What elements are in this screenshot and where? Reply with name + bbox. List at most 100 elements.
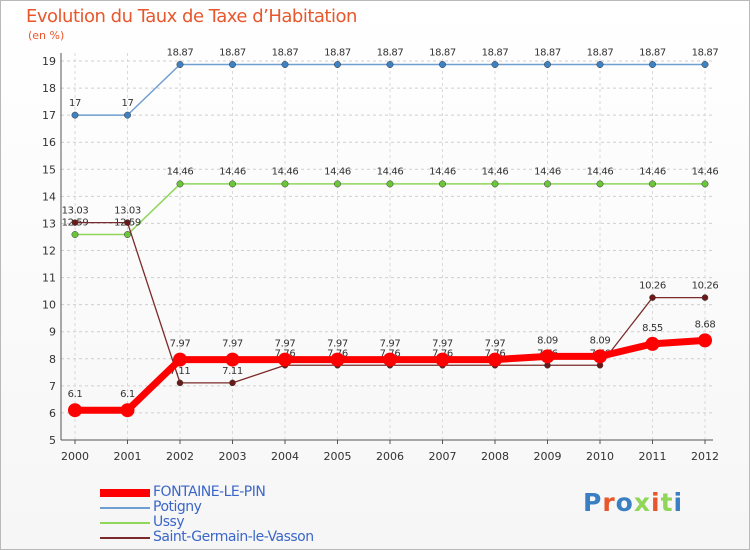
- y-tick-label: 16: [42, 136, 56, 149]
- chart-title: Evolution du Taux de Taxe d’Habitation: [26, 6, 357, 27]
- y-tick-label: 11: [42, 272, 56, 285]
- data-label-saint-germain-le-vasson: 10.26: [639, 281, 666, 292]
- data-label-saint-germain-le-vasson: 13.03: [62, 206, 89, 217]
- data-point-saint-germain-le-vasson: [701, 294, 709, 301]
- legend-swatch-saint-germain-le-vasson: [100, 537, 150, 539]
- data-label-fontaine-le-pin: 7.97: [222, 339, 243, 350]
- proxiti-logo: Proxiti: [583, 488, 683, 517]
- data-point-potigny: [386, 61, 394, 68]
- data-point-potigny: [544, 61, 551, 68]
- y-tick-label: 13: [42, 217, 56, 230]
- data-point-ussy: [544, 180, 551, 188]
- data-label-potigny: 18.87: [324, 47, 351, 58]
- data-label-fontaine-le-pin: 7.97: [432, 339, 453, 350]
- y-tick-label: 8: [49, 353, 56, 366]
- y-tick-label: 15: [42, 163, 56, 176]
- data-label-ussy: 14.46: [534, 167, 561, 178]
- x-tick-label: 2003: [219, 450, 247, 463]
- data-point-saint-germain-le-vasson: [649, 294, 656, 301]
- data-label-potigny: 17: [122, 98, 134, 109]
- y-tick-label: 12: [42, 245, 56, 258]
- legend-label-potigny: Potigny: [153, 499, 202, 515]
- legend-label-ussy: Ussy: [153, 514, 185, 530]
- legend-swatch-fontaine-le-pin: [100, 489, 150, 497]
- data-point-potigny: [334, 61, 341, 68]
- data-label-fontaine-le-pin: 8.55: [642, 323, 663, 334]
- data-point-ussy: [439, 180, 446, 188]
- data-label-potigny: 18.87: [272, 47, 299, 58]
- data-point-fontaine-le-pin: [173, 352, 187, 367]
- data-point-fontaine-le-pin: [225, 352, 240, 367]
- data-point-fontaine-le-pin: [435, 352, 450, 367]
- data-point-fontaine-le-pin: [120, 403, 135, 418]
- y-tick-label: 14: [42, 190, 56, 203]
- data-point-saint-germain-le-vasson: [229, 379, 236, 387]
- data-point-potigny: [491, 61, 499, 68]
- data-point-fontaine-le-pin: [593, 349, 607, 364]
- x-tick-label: 2009: [534, 450, 562, 463]
- data-label-fontaine-le-pin: 7.97: [327, 339, 348, 350]
- data-point-saint-germain-le-vasson: [176, 379, 184, 387]
- data-label-ussy: 14.46: [429, 167, 456, 178]
- y-axis-unit-label: (en %): [28, 29, 65, 42]
- data-point-fontaine-le-pin: [540, 349, 555, 364]
- y-tick-label: 17: [42, 109, 56, 122]
- data-point-saint-germain-le-vasson: [71, 219, 79, 226]
- data-point-fontaine-le-pin: [330, 352, 345, 367]
- data-label-ussy: 14.46: [167, 167, 194, 178]
- x-tick-label: 2012: [691, 450, 719, 463]
- data-point-fontaine-le-pin: [383, 352, 397, 367]
- logo-letter: i: [651, 488, 661, 517]
- x-tick-label: 2007: [429, 450, 457, 463]
- data-point-fontaine-le-pin: [698, 333, 712, 348]
- y-tick-label: 10: [42, 299, 56, 312]
- data-label-saint-germain-le-vasson: 7.11: [222, 366, 243, 377]
- data-point-ussy: [649, 180, 656, 188]
- data-label-fontaine-le-pin: 7.97: [380, 339, 401, 350]
- data-label-saint-germain-le-vasson: 13.03: [114, 206, 141, 217]
- data-label-potigny: 18.87: [587, 47, 614, 58]
- data-label-potigny: 18.87: [377, 47, 404, 58]
- data-label-fontaine-le-pin: 7.97: [485, 339, 506, 350]
- logo-letter: i: [673, 488, 684, 517]
- x-tick-label: 2002: [166, 450, 194, 463]
- logo-letter: x: [633, 488, 651, 517]
- data-label-potigny: 18.87: [482, 47, 509, 58]
- data-label-potigny: 18.87: [219, 47, 246, 58]
- legend-swatch-ussy: [100, 522, 150, 524]
- data-label-potigny: 18.87: [534, 47, 561, 58]
- logo-letter: r: [602, 488, 616, 517]
- legend-label-fontaine-le-pin: FONTAINE-LE-PIN: [153, 484, 266, 500]
- data-point-potigny: [439, 61, 446, 68]
- data-point-ussy: [596, 180, 604, 188]
- x-tick-label: 2000: [61, 450, 89, 463]
- x-tick-label: 2004: [271, 450, 299, 463]
- data-label-fontaine-le-pin: 7.97: [170, 339, 191, 350]
- data-point-fontaine-le-pin: [645, 336, 660, 351]
- y-tick-label: 6: [49, 407, 56, 420]
- data-label-fontaine-le-pin: 8.09: [590, 335, 611, 346]
- data-label-ussy: 14.46: [482, 167, 509, 178]
- data-point-potigny: [71, 111, 79, 119]
- data-label-ussy: 14.46: [219, 167, 246, 178]
- data-label-potigny: 18.87: [692, 47, 719, 58]
- data-point-ussy: [124, 231, 131, 238]
- data-label-fontaine-le-pin: 8.09: [537, 335, 558, 346]
- data-point-potigny: [176, 61, 184, 68]
- x-tick-label: 2006: [376, 450, 404, 463]
- y-tick-label: 19: [42, 55, 56, 68]
- legend-label-saint-germain-le-vasson: Saint-Germain-le-Vasson: [153, 529, 314, 545]
- data-point-saint-germain-le-vasson: [124, 219, 131, 226]
- data-label-fontaine-le-pin: 8.68: [695, 319, 716, 330]
- x-tick-label: 2005: [324, 450, 352, 463]
- data-label-fontaine-le-pin: 7.97: [275, 339, 296, 350]
- logo-letter: P: [583, 488, 603, 517]
- data-point-ussy: [386, 180, 394, 188]
- data-point-potigny: [701, 61, 709, 68]
- data-point-ussy: [281, 180, 289, 188]
- data-point-ussy: [701, 180, 709, 188]
- data-label-potigny: 17: [69, 98, 81, 109]
- data-point-potigny: [124, 111, 131, 119]
- logo-letter: t: [660, 488, 674, 517]
